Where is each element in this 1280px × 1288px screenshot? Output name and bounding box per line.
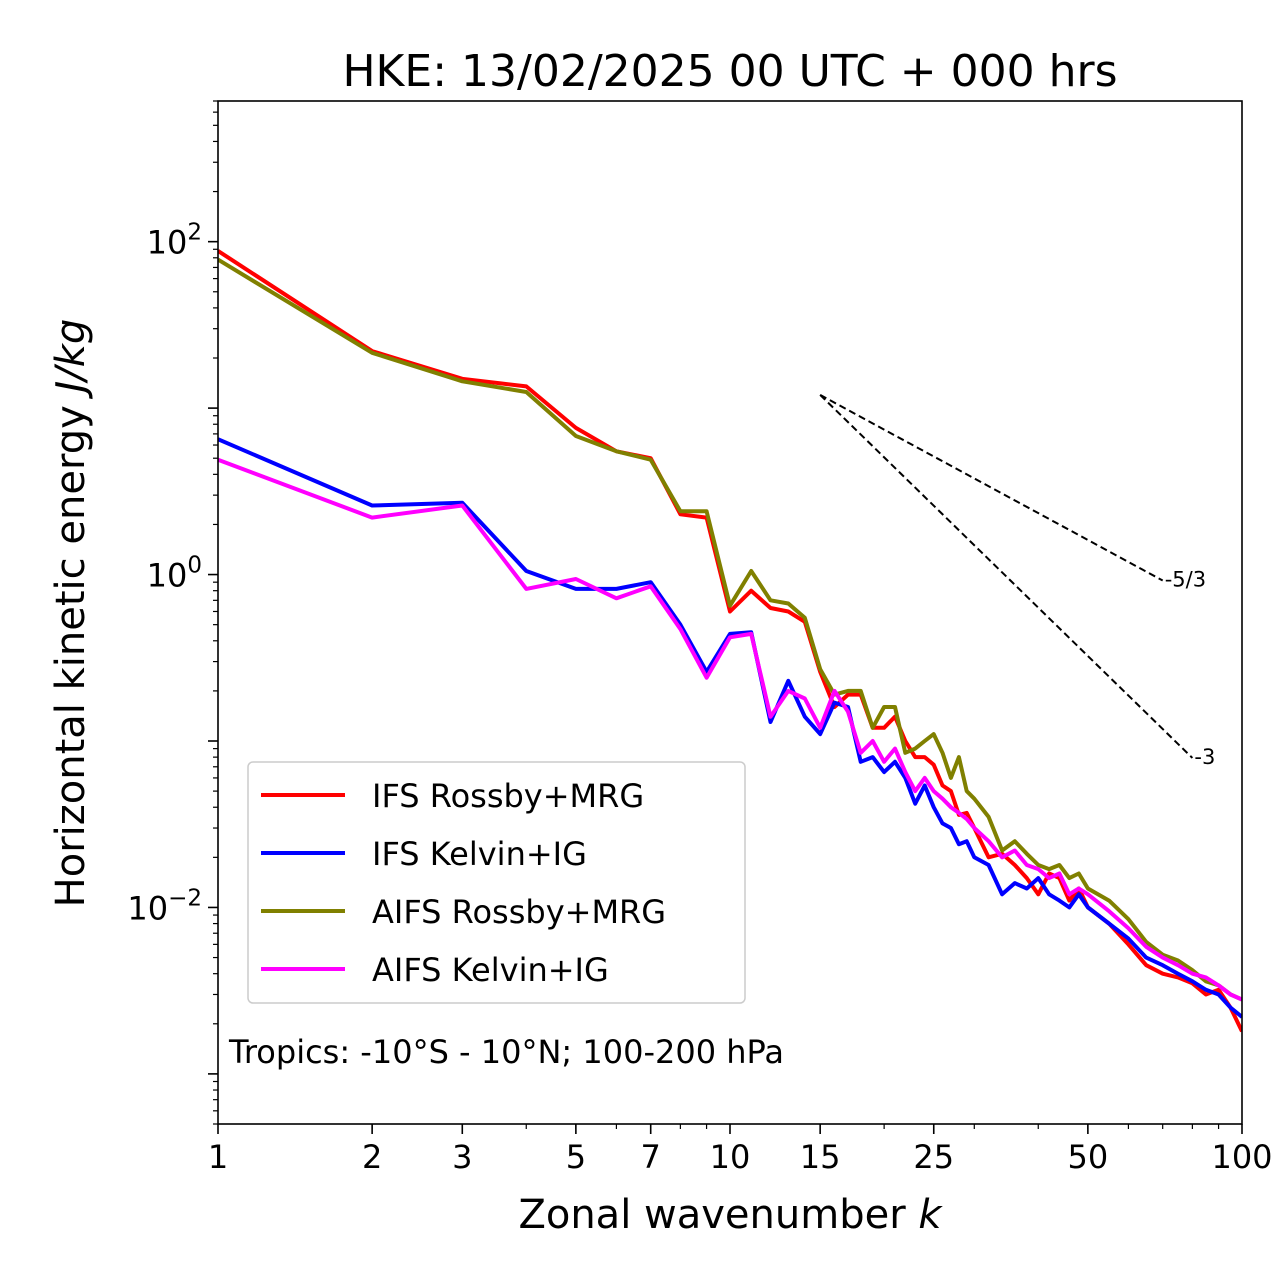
legend-label: IFS Kelvin+IG [372,835,587,873]
x-tick-label: 25 [913,1138,954,1176]
x-axis-label: Zonal wavenumber k [518,1192,943,1238]
x-tick-label: 10 [710,1138,751,1176]
y-tick-label: 102 [147,220,202,262]
legend-label: AIFS Kelvin+IG [372,951,609,989]
series-line [218,437,1242,1019]
reference-lines: -5/3 -3 [819,394,1215,769]
x-tick-label: 5 [566,1138,586,1176]
x-tick-label: 15 [800,1138,841,1176]
y-axis-ticks: 102 100 10−2 [127,100,218,1125]
reference-slope-label: -5/3 [1165,568,1206,592]
y-tick-label: 100 [147,553,202,595]
y-axis-label: Horizontal kinetic energy J/kg [48,319,94,908]
x-tick-label: 3 [452,1138,472,1176]
region-annotation: Tropics: -10°S - 10°N; 100-200 hPa [228,1033,784,1071]
x-axis-ticks: 1 2 3 5 7 10 15 25 50 100 [208,1124,1273,1176]
chart-title: HKE: 13/02/2025 00 UTC + 000 hrs [342,46,1117,97]
x-tick-label: 7 [641,1138,661,1176]
x-tick-label: 100 [1211,1138,1272,1176]
y-axis-unit: J/kg [48,319,94,400]
legend-label: IFS Rossby+MRG [372,777,644,815]
x-axis-label-text: Zonal wavenumber [518,1192,906,1238]
reference-slope-line [819,394,1194,759]
y-axis-label-text: Horizontal kinetic energy [48,405,94,907]
series-line [218,257,1242,1002]
x-tick-label: 2 [362,1138,382,1176]
x-tick-label: 50 [1068,1138,1109,1176]
legend: IFS Rossby+MRG IFS Kelvin+IG AIFS Rossby+M… [247,761,746,1004]
reference-slope-label: -3 [1194,745,1215,769]
series-line [218,457,1242,1002]
legend-label: AIFS Rossby+MRG [372,893,666,931]
series-lines [218,249,1242,1033]
y-tick-label: 10−2 [127,885,202,927]
legend-box [247,761,746,1004]
x-axis-variable: k [918,1192,943,1238]
x-tick-label: 1 [208,1138,228,1176]
reference-slope-line [819,394,1164,582]
